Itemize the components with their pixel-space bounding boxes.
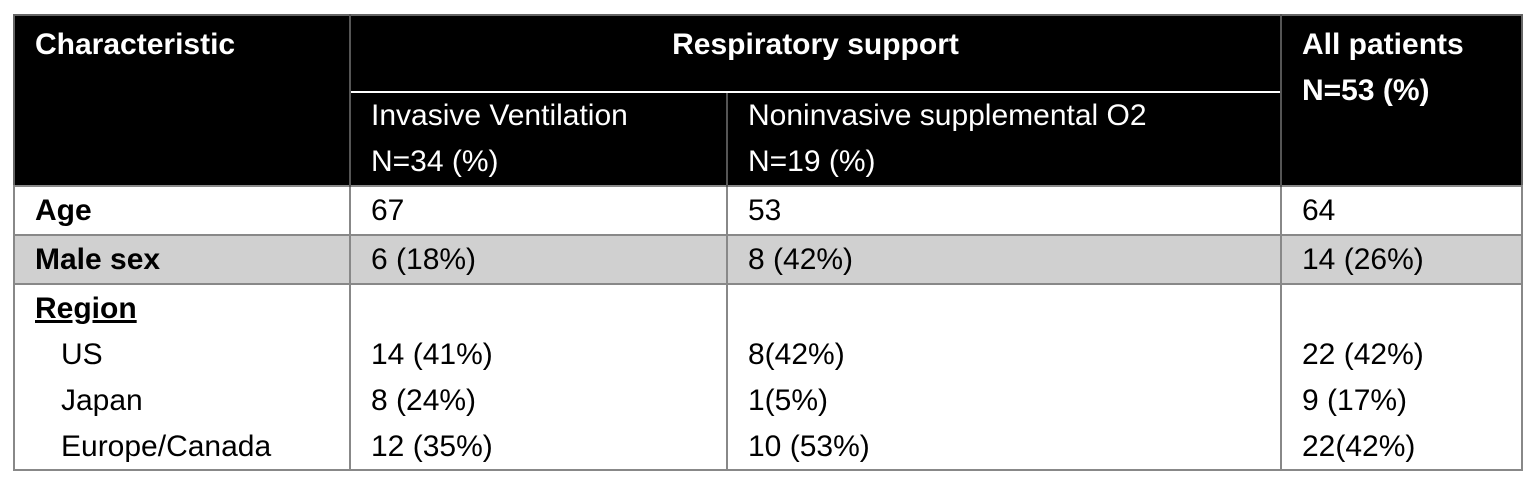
region-spacer (371, 285, 726, 331)
header-characteristic: Characteristic (14, 15, 350, 186)
cell-japan-noninvasive: 1(5%) (748, 384, 829, 417)
header-row-2: Invasive Ventilation N=34 (%) Noninvasiv… (14, 93, 1522, 186)
header-invasive-ventilation: Invasive Ventilation N=34 (%) (349, 93, 727, 186)
region-spacer (1302, 285, 1521, 331)
table-row-region: Region US Japan Europe/Canada 14 (41%) 8… (13, 283, 1523, 471)
header-row-1: Characteristic Respiratory support All p… (14, 15, 1522, 186)
header-noninvasive-n: N=19 (%) (748, 145, 876, 178)
cell-japan-all: 9 (17%) (1302, 384, 1408, 417)
header-all-patients: All patients N=53 (%) (1280, 15, 1522, 186)
cell-us-invasive: 14 (41%) (371, 338, 493, 371)
header-all-patients-n: N=53 (%) (1302, 74, 1430, 107)
cell-male-noninvasive: 8 (42%) (726, 234, 1282, 285)
row-label-age: Age (13, 185, 351, 236)
header-noninvasive-o2: Noninvasive supplemental O2 N=19 (%) (726, 93, 1281, 186)
region-spacer (748, 285, 1280, 331)
region-label-japan: Japan (61, 384, 143, 417)
header-respiratory-support: Respiratory support (349, 15, 1281, 93)
cell-age-invasive: 67 (349, 185, 728, 236)
cell-us-noninvasive: 8(42%) (748, 338, 845, 371)
cell-europe-all: 22(42%) (1302, 430, 1416, 463)
header-invasive-n: N=34 (%) (371, 145, 499, 178)
cell-male-all: 14 (26%) (1280, 234, 1523, 285)
row-label-region: Region (35, 292, 137, 325)
cell-age-noninvasive: 53 (726, 185, 1282, 236)
header-all-patients-title: All patients (1302, 28, 1464, 61)
table-row-age: Age 67 53 64 (13, 185, 1523, 236)
region-label-us: US (61, 338, 103, 371)
cell-europe-invasive: 12 (35%) (371, 430, 493, 463)
cell-age-all: 64 (1280, 185, 1523, 236)
region-all-cell: 22 (42%) 9 (17%) 22(42%) (1280, 283, 1523, 471)
characteristics-table: Characteristic Respiratory support All p… (13, 14, 1523, 471)
region-invasive-cell: 14 (41%) 8 (24%) 12 (35%) (349, 283, 728, 471)
table-row-male-sex: Male sex 6 (18%) 8 (42%) 14 (26%) (13, 234, 1523, 285)
cell-male-invasive: 6 (18%) (349, 234, 728, 285)
region-label-europe-canada: Europe/Canada (61, 430, 272, 463)
header-invasive-title: Invasive Ventilation (371, 99, 628, 132)
row-label-male-sex: Male sex (13, 234, 351, 285)
cell-us-all: 22 (42%) (1302, 338, 1424, 371)
region-noninvasive-cell: 8(42%) 1(5%) 10 (53%) (726, 283, 1282, 471)
cell-japan-invasive: 8 (24%) (371, 384, 477, 417)
cell-europe-noninvasive: 10 (53%) (748, 430, 870, 463)
region-labels-cell: Region US Japan Europe/Canada (13, 283, 351, 471)
header-noninvasive-title: Noninvasive supplemental O2 (748, 99, 1147, 132)
